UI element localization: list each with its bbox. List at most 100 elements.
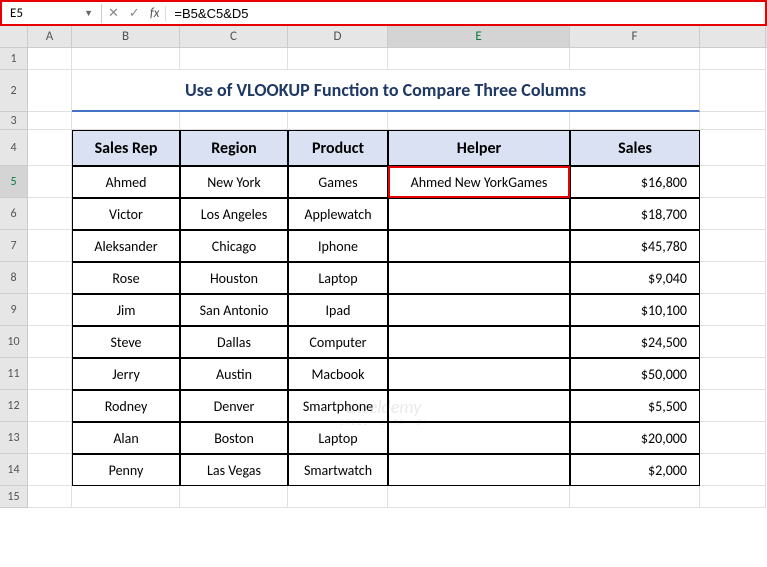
cell-d3[interactable] xyxy=(288,112,388,130)
row-header[interactable]: 9 xyxy=(0,294,28,326)
cell-sales[interactable]: $10,100 xyxy=(570,294,700,326)
row-header[interactable]: 12 xyxy=(0,390,28,422)
cell-region[interactable]: Austin xyxy=(180,358,288,390)
cell-product[interactable]: Iphone xyxy=(288,230,388,262)
cell-region[interactable]: Las Vegas xyxy=(180,454,288,486)
row-header[interactable]: 8 xyxy=(0,262,28,294)
cell-helper[interactable] xyxy=(388,230,570,262)
col-header-a[interactable]: A xyxy=(28,26,72,47)
cell-helper[interactable] xyxy=(388,390,570,422)
cell-f3[interactable] xyxy=(570,112,700,130)
cell-a2[interactable] xyxy=(28,70,72,112)
cell-helper[interactable] xyxy=(388,294,570,326)
cell-a3[interactable] xyxy=(28,112,72,130)
cell-b3[interactable] xyxy=(72,112,180,130)
cell-salesrep[interactable]: Aleksander xyxy=(72,230,180,262)
cell-a[interactable] xyxy=(28,454,72,486)
cell-a[interactable] xyxy=(28,198,72,230)
cell-c3[interactable] xyxy=(180,112,288,130)
cell-a[interactable] xyxy=(28,358,72,390)
cell-product[interactable]: Applewatch xyxy=(288,198,388,230)
th-salesrep[interactable]: Sales Rep xyxy=(72,130,180,166)
row-header[interactable]: 13 xyxy=(0,422,28,454)
cell-helper[interactable]: Ahmed New YorkGames xyxy=(388,166,570,198)
cell-helper[interactable] xyxy=(388,422,570,454)
cell-helper[interactable] xyxy=(388,326,570,358)
cell-a15[interactable] xyxy=(28,486,72,508)
th-sales[interactable]: Sales xyxy=(570,130,700,166)
fx-icon[interactable]: fx xyxy=(150,6,160,21)
cell-region[interactable]: Dallas xyxy=(180,326,288,358)
row-header[interactable]: 7 xyxy=(0,230,28,262)
cell-sales[interactable]: $24,500 xyxy=(570,326,700,358)
cell-a1[interactable] xyxy=(28,48,72,70)
cell-sales[interactable]: $16,800 xyxy=(570,166,700,198)
row-header-3[interactable]: 3 xyxy=(0,112,28,130)
cell-a[interactable] xyxy=(28,166,72,198)
cell-region[interactable]: Chicago xyxy=(180,230,288,262)
cell-salesrep[interactable]: Rodney xyxy=(72,390,180,422)
row-header-2[interactable]: 2 xyxy=(0,70,28,112)
cell-a[interactable] xyxy=(28,230,72,262)
col-header-e[interactable]: E xyxy=(388,26,570,47)
cell-sales[interactable]: $18,700 xyxy=(570,198,700,230)
cell-c1[interactable] xyxy=(180,48,288,70)
cell-helper[interactable] xyxy=(388,262,570,294)
row-header-1[interactable]: 1 xyxy=(0,48,28,70)
cell-region[interactable]: Boston xyxy=(180,422,288,454)
th-region[interactable]: Region xyxy=(180,130,288,166)
cell-product[interactable]: Computer xyxy=(288,326,388,358)
cell-product[interactable]: Laptop xyxy=(288,262,388,294)
cell-salesrep[interactable]: Ahmed xyxy=(72,166,180,198)
cell-salesrep[interactable]: Steve xyxy=(72,326,180,358)
cell-region[interactable]: Denver xyxy=(180,390,288,422)
row-header[interactable]: 14 xyxy=(0,454,28,486)
col-header-b[interactable]: B xyxy=(72,26,180,47)
cell-b15[interactable] xyxy=(72,486,180,508)
col-header-f[interactable]: F xyxy=(570,26,700,47)
cell-product[interactable]: Games xyxy=(288,166,388,198)
cell-region[interactable]: Los Angeles xyxy=(180,198,288,230)
cell-salesrep[interactable]: Jim xyxy=(72,294,180,326)
cell-region[interactable]: San Antonio xyxy=(180,294,288,326)
cell-product[interactable]: Smartphone xyxy=(288,390,388,422)
cell-sales[interactable]: $50,000 xyxy=(570,358,700,390)
col-header-c[interactable]: C xyxy=(180,26,288,47)
chevron-down-icon[interactable]: ▼ xyxy=(84,8,93,19)
cell-a[interactable] xyxy=(28,326,72,358)
row-header[interactable]: 11 xyxy=(0,358,28,390)
row-header-4[interactable]: 4 xyxy=(0,130,28,166)
cell-e3[interactable] xyxy=(388,112,570,130)
cell-product[interactable]: Ipad xyxy=(288,294,388,326)
cell-salesrep[interactable]: Rose xyxy=(72,262,180,294)
cell-b1[interactable] xyxy=(72,48,180,70)
cell-f1[interactable] xyxy=(570,48,700,70)
cell-c15[interactable] xyxy=(180,486,288,508)
cell-sales[interactable]: $2,000 xyxy=(570,454,700,486)
select-all-corner[interactable] xyxy=(0,26,28,47)
cell-sales[interactable]: $5,500 xyxy=(570,390,700,422)
cell-d1[interactable] xyxy=(288,48,388,70)
cell-a4[interactable] xyxy=(28,130,72,166)
cell-e15[interactable] xyxy=(388,486,570,508)
row-header[interactable]: 5 xyxy=(0,166,28,198)
cell-salesrep[interactable]: Victor xyxy=(72,198,180,230)
cell-f15[interactable] xyxy=(570,486,700,508)
col-header-d[interactable]: D xyxy=(288,26,388,47)
cell-product[interactable]: Smartwatch xyxy=(288,454,388,486)
cell-product[interactable]: Macbook xyxy=(288,358,388,390)
cell-a[interactable] xyxy=(28,294,72,326)
cell-d15[interactable] xyxy=(288,486,388,508)
cell-salesrep[interactable]: Jerry xyxy=(72,358,180,390)
cell-a[interactable] xyxy=(28,390,72,422)
enter-icon[interactable]: ✓ xyxy=(129,6,140,21)
cell-sales[interactable]: $9,040 xyxy=(570,262,700,294)
cell-sales[interactable]: $20,000 xyxy=(570,422,700,454)
page-title[interactable]: Use of VLOOKUP Function to Compare Three… xyxy=(72,70,700,112)
cell-product[interactable]: Laptop xyxy=(288,422,388,454)
row-header[interactable]: 10 xyxy=(0,326,28,358)
cell-region[interactable]: New York xyxy=(180,166,288,198)
cell-region[interactable]: Houston xyxy=(180,262,288,294)
cell-sales[interactable]: $45,780 xyxy=(570,230,700,262)
row-header[interactable]: 6 xyxy=(0,198,28,230)
